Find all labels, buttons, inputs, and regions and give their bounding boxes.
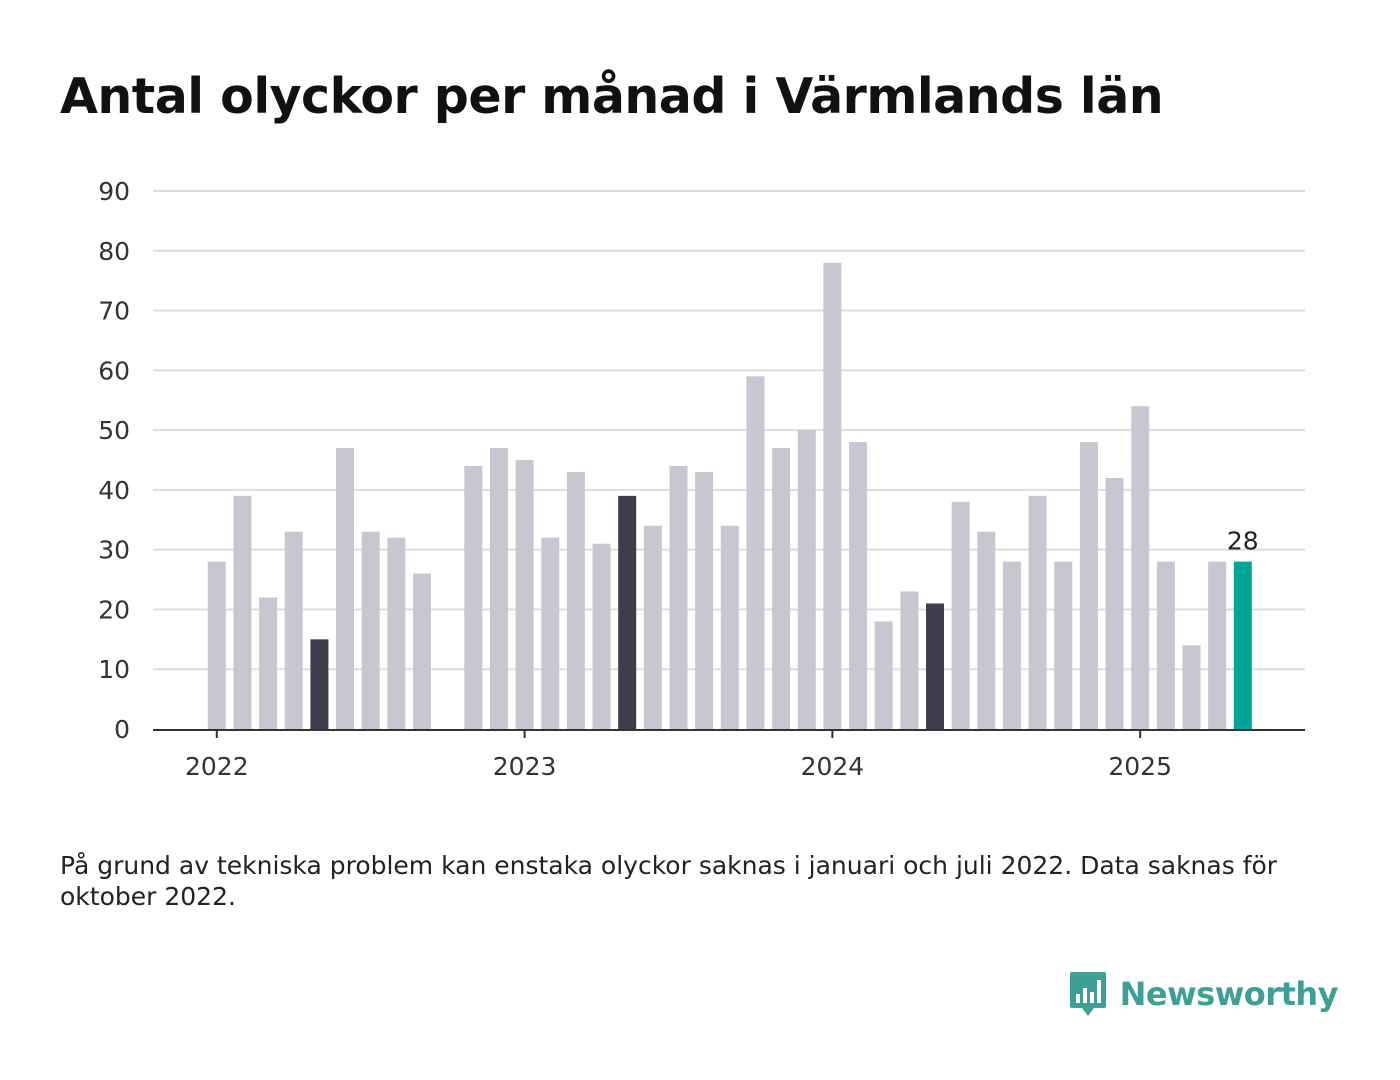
bar: [515, 460, 534, 729]
bar: [1182, 645, 1201, 729]
newsworthy-logo-icon: [1069, 972, 1106, 1016]
bar: [1002, 561, 1021, 729]
bar: [900, 591, 919, 729]
bar: [874, 621, 893, 729]
y-tick-label: 40: [98, 476, 130, 505]
y-tick-label: 30: [98, 536, 130, 565]
bar: [489, 448, 508, 729]
bar: [207, 561, 226, 729]
bar: [977, 531, 996, 729]
y-tick-label: 0: [114, 715, 130, 744]
bar: [259, 597, 278, 729]
bar: [1105, 477, 1124, 729]
x-axis-ticks: 2022 2023 2024 2025: [185, 729, 1172, 781]
bar: [849, 442, 868, 729]
y-tick-label: 20: [98, 595, 130, 624]
bar: [926, 603, 944, 729]
bar: [1028, 495, 1047, 729]
x-tick-label: 2023: [493, 752, 557, 781]
bar: [695, 471, 714, 729]
bar: [387, 537, 406, 729]
bar: [1233, 561, 1252, 729]
bar: [541, 537, 560, 729]
data-labels: 28: [1227, 527, 1259, 556]
data-label: 28: [1227, 527, 1259, 556]
y-tick-label: 10: [98, 655, 130, 684]
bar: [1079, 442, 1098, 729]
y-tick-label: 70: [98, 297, 130, 326]
x-tick-label: 2022: [185, 752, 249, 781]
bar: [746, 376, 765, 729]
bar: [284, 531, 303, 729]
bar: [592, 543, 611, 729]
y-tick-label: 90: [98, 177, 130, 206]
bar: [336, 448, 355, 729]
bar: [566, 471, 585, 729]
x-tick-label: 2024: [801, 752, 865, 781]
footnote: På grund av tekniska problem kan enstaka…: [60, 851, 1278, 911]
bar: [233, 495, 252, 729]
x-tick-label: 2025: [1108, 752, 1172, 781]
bar: [1131, 406, 1150, 729]
bars: [207, 262, 1252, 729]
bar: [720, 525, 739, 729]
bar: [643, 525, 662, 729]
y-axis-ticks: 0 10 20 30 40 50 60 70 80 90: [98, 177, 130, 744]
bar: [823, 262, 842, 729]
bar: [361, 531, 380, 729]
bar: [310, 639, 329, 729]
bar-chart: 0 10 20 30 40 50 60 70 80 90 2022 2023 2024 2025 28: [98, 177, 1305, 781]
bar: [1208, 561, 1227, 729]
page-title: Antal olyckor per månad i Värmlands län: [60, 68, 1164, 125]
y-tick-label: 50: [98, 416, 130, 445]
bar: [1054, 561, 1073, 729]
brand-logo[interactable]: Newsworthy: [1068, 970, 1339, 1018]
y-tick-label: 60: [98, 356, 130, 385]
bar: [669, 465, 688, 729]
bar: [797, 430, 816, 729]
bar: [951, 501, 970, 729]
bar: [413, 573, 431, 729]
bar: [1156, 561, 1175, 729]
brand-name: Newsworthy: [1119, 975, 1339, 1013]
y-tick-label: 80: [98, 237, 130, 266]
bar: [618, 495, 637, 729]
bar: [464, 465, 483, 729]
bar: [772, 448, 791, 729]
